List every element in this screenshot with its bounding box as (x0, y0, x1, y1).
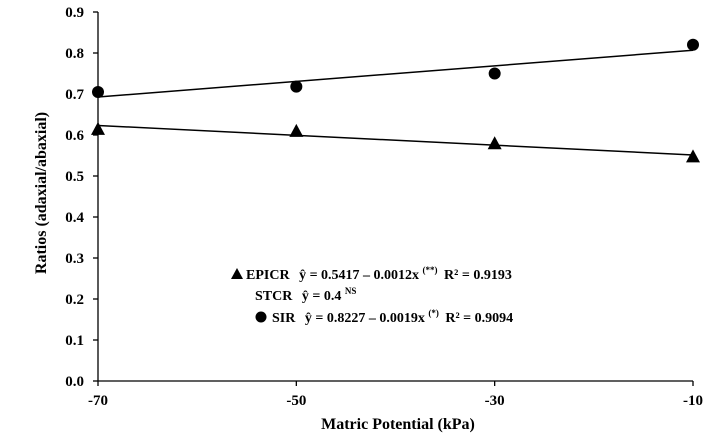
data-point-sir (687, 38, 699, 51)
svg-text:STCR ŷ = 0.4 N: STCR ŷ = 0.4 NS (255, 286, 356, 304)
data-point-epicr (289, 123, 304, 137)
y-axis-title: Ratios (adaxial/abaxial) (33, 112, 50, 274)
legend-r2-epicr: R² = 0.9193 (444, 268, 512, 283)
data-point-epicr (91, 121, 105, 135)
y-tick-label: 0.0 (65, 374, 84, 390)
data-point-epicr (686, 149, 700, 163)
legend-entry-sir: SIR ŷ = 0.8227 – 0.0019x (*) R² = 0.9094 (255, 305, 513, 326)
legend-r2-sir: R² = 0.9094 (445, 311, 513, 326)
x-tick-label: -50 (286, 393, 306, 409)
data-point-epicr (487, 136, 502, 150)
trend-line-epicr (97, 124, 694, 156)
legend-equation-epicr: ŷ = 0.5417 – 0.0012x (299, 268, 419, 283)
x-axis-title: Matric Potential (kPa) (321, 416, 475, 433)
axes: 0.0 0.1 0.2 0.3 0.4 0.5 0.6 0.7 0.8 0.9 -70 -50 -30 -… (65, 5, 703, 409)
legend-entry-epicr: EPICR ŷ = 0.5417 – 0.0012x (**) R² = 0.9… (231, 262, 512, 283)
legend-significance-epicr: (**) (423, 265, 438, 275)
data-point-sir (92, 85, 104, 98)
svg-text:EPICR ŷ = 0.5417 – 0.0: EPICR ŷ = 0.5417 – 0.0012x (**) R² = 0.9… (246, 262, 512, 283)
legend-label-stcr: STCR (255, 289, 293, 304)
y-tick-label: 0.1 (65, 333, 84, 349)
legend-equation-sir: ŷ = 0.8227 – 0.0019x (305, 311, 425, 326)
x-tick-label: -30 (485, 393, 505, 409)
y-tick-label: 0.9 (65, 5, 84, 21)
legend: EPICR ŷ = 0.5417 – 0.0012x (**) R² = 0.9… (231, 262, 513, 326)
y-tick-label: 0.5 (65, 169, 84, 185)
x-tick-label: -70 (88, 393, 108, 409)
legend-triangle-marker (231, 268, 243, 279)
legend-significance-stcr: NS (345, 286, 357, 296)
y-tick-label: 0.6 (65, 128, 84, 144)
legend-label-epicr: EPICR (246, 268, 290, 283)
y-tick-label: 0.4 (65, 210, 84, 226)
x-tick-label: -10 (683, 393, 703, 409)
data-point-sir (488, 67, 501, 80)
legend-label-sir: SIR (272, 311, 296, 326)
legend-equation-stcr: ŷ = 0.4 (302, 289, 341, 304)
trend-line-sir (97, 49, 694, 98)
y-tick-label: 0.8 (65, 46, 84, 62)
y-tick-label: 0.3 (65, 251, 84, 267)
svg-text:SIR ŷ = 0.8227 – 0.001: SIR ŷ = 0.8227 – 0.0019x (*) R² = 0.9094 (272, 305, 513, 326)
legend-entry-stcr: STCR ŷ = 0.4 NS (255, 286, 356, 304)
y-tick-label: 0.7 (65, 87, 84, 103)
data-point-sir (290, 80, 303, 93)
legend-circle-marker (255, 311, 267, 323)
legend-significance-sir: (*) (428, 308, 439, 318)
plot-area (91, 38, 700, 163)
y-tick-label: 0.2 (65, 292, 84, 308)
